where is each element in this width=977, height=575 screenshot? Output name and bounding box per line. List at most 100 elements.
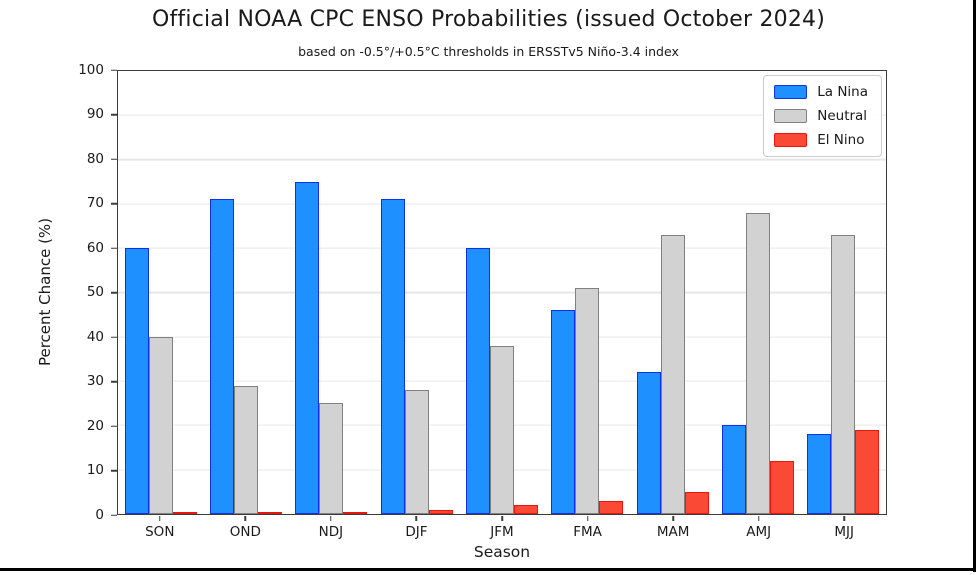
y-tick-label: 100	[78, 61, 104, 78]
bar-neutral-djf	[404, 389, 429, 514]
y-tick-mark	[111, 113, 117, 116]
bar-group-mjj	[801, 71, 886, 514]
x-axis-label: Season	[473, 543, 531, 561]
legend-item-neutral: Neutral	[774, 108, 868, 124]
bar-la-nina-fma	[551, 310, 576, 514]
legend-swatch	[774, 133, 808, 147]
bar-el-nino-mjj	[855, 429, 880, 514]
legend: La Nina Neutral El Nino	[763, 75, 882, 157]
bar-group-fma	[545, 71, 630, 514]
x-tick-label: AMJ	[746, 524, 772, 540]
bar-neutral-fma	[575, 288, 600, 514]
screenshot-border-bottom	[0, 568, 976, 571]
x-tick-label: DJF	[405, 524, 428, 540]
y-tick-mark	[111, 69, 117, 71]
x-tick-mark	[672, 516, 674, 521]
legend-swatch	[774, 85, 808, 99]
y-tick-mark	[111, 291, 117, 294]
y-tick-label: 30	[86, 372, 104, 389]
x-tick-mark	[244, 516, 247, 521]
y-tick-label: 50	[86, 283, 104, 300]
bar-group-mam	[630, 71, 715, 514]
y-tick-mark	[111, 380, 117, 383]
bar-la-nina-jfm	[465, 248, 490, 514]
x-tick-mark	[330, 516, 332, 521]
bar-el-nino-son	[172, 512, 197, 514]
gridline	[118, 203, 886, 205]
legend-item-la-nina: La Nina	[774, 84, 868, 100]
y-tick-label: 60	[86, 239, 104, 256]
y-tick-label: 20	[86, 417, 104, 434]
bar-group-ndj	[289, 71, 374, 514]
plot-area: La Nina Neutral El Nino	[117, 70, 887, 515]
x-tick-label: NDJ	[318, 524, 344, 540]
bar-neutral-ndj	[319, 403, 344, 514]
y-tick-mark	[111, 514, 117, 516]
y-tick-label: 40	[86, 328, 104, 345]
y-tick-label: 90	[86, 105, 104, 122]
bar-la-nina-ndj	[295, 181, 320, 514]
x-tick-mark	[501, 516, 503, 521]
gridline	[118, 247, 886, 249]
x-tick-label: MJJ	[834, 524, 855, 540]
bar-group-jfm	[459, 71, 544, 514]
bar-la-nina-ond	[209, 199, 234, 514]
bar-la-nina-djf	[380, 199, 405, 514]
x-tick-mark	[159, 516, 161, 521]
gridline	[118, 114, 886, 116]
legend-item-el-nino: El Nino	[774, 132, 868, 148]
y-tick-mark	[111, 425, 117, 427]
y-tick-label: 0	[95, 506, 104, 523]
bar-el-nino-jfm	[513, 505, 538, 514]
x-tick-mark	[843, 516, 845, 521]
y-tick-label: 70	[86, 194, 104, 211]
bar-el-nino-ndj	[343, 512, 368, 514]
y-tick-mark	[111, 158, 117, 160]
gridline	[118, 291, 886, 294]
x-tick-mark	[415, 516, 418, 521]
bar-group-son	[118, 71, 203, 514]
legend-label: El Nino	[817, 132, 865, 148]
bar-neutral-jfm	[489, 345, 514, 514]
y-tick-mark	[111, 469, 117, 472]
bar-group-ond	[203, 71, 288, 514]
y-tick-mark	[111, 336, 117, 338]
bar-la-nina-son	[124, 248, 149, 514]
legend-label: Neutral	[817, 108, 868, 124]
y-tick-label: 80	[86, 150, 104, 167]
x-axis: SON OND NDJ DJF JFM FMA MAM AMJ MJJ	[117, 516, 887, 566]
bar-neutral-amj	[745, 212, 770, 514]
bar-neutral-mam	[660, 234, 685, 514]
bar-group-amj	[715, 71, 800, 514]
bar-el-nino-amj	[769, 460, 794, 514]
x-tick-label: FMA	[573, 524, 602, 540]
bar-la-nina-mam	[636, 372, 661, 514]
bar-groups	[118, 71, 886, 514]
bar-neutral-mjj	[831, 234, 856, 514]
chart-title: Official NOAA CPC ENSO Probabilities (is…	[151, 7, 826, 32]
x-tick-mark	[586, 516, 589, 521]
x-tick-mark	[757, 516, 760, 521]
chart-subtitle: based on -0.5°/+0.5°C thresholds in ERSS…	[298, 44, 679, 59]
gridline	[118, 336, 886, 338]
y-tick-mark	[111, 202, 117, 205]
bar-el-nino-fma	[599, 500, 624, 514]
y-tick-mark	[111, 247, 117, 249]
bar-group-djf	[374, 71, 459, 514]
legend-swatch	[774, 109, 808, 123]
x-tick-label: SON	[145, 524, 175, 540]
bar-el-nino-mam	[684, 491, 709, 514]
y-tick-label: 10	[86, 461, 104, 478]
bar-la-nina-amj	[721, 425, 746, 514]
y-axis: 0 10 20 30 40 50 60 70 80 90 100	[0, 63, 117, 521]
x-tick-label: JFM	[490, 524, 514, 540]
bar-neutral-son	[148, 336, 173, 514]
bar-la-nina-mjj	[807, 434, 832, 514]
bar-el-nino-djf	[428, 509, 453, 514]
x-tick-label: OND	[229, 524, 261, 540]
bar-neutral-ond	[233, 385, 258, 514]
legend-label: La Nina	[817, 84, 868, 100]
bar-el-nino-ond	[257, 512, 282, 514]
screenshot-border-right	[973, 0, 976, 572]
